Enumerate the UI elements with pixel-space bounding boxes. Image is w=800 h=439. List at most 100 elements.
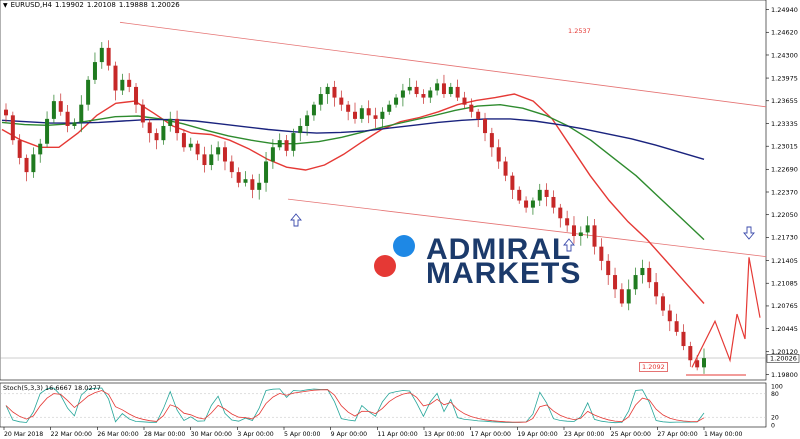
candle-body bbox=[58, 101, 63, 112]
price-tick-label: 1.20445 bbox=[771, 325, 798, 333]
candle-body bbox=[325, 86, 330, 95]
open-value: 1.19902 bbox=[54, 1, 84, 9]
candle-body bbox=[222, 147, 227, 162]
candle-body bbox=[688, 346, 693, 361]
price-tick-label: 1.23015 bbox=[771, 143, 798, 151]
trend-channel bbox=[119, 21, 767, 376]
candle-body bbox=[660, 296, 665, 311]
candle-body bbox=[544, 189, 549, 197]
candle-body bbox=[407, 86, 412, 91]
candle-body bbox=[469, 104, 474, 112]
candle-body bbox=[134, 86, 139, 105]
ma-fast-line bbox=[1, 93, 705, 304]
candle-body bbox=[373, 115, 378, 119]
logo-line2: MARKETS bbox=[426, 257, 582, 290]
candle-body bbox=[496, 147, 501, 162]
low-value: 1.19888 bbox=[118, 1, 148, 9]
current-price-label: 1.20026 bbox=[770, 355, 797, 363]
oscillator-level-label: 100 bbox=[771, 383, 783, 390]
close-value: 1.20026 bbox=[150, 1, 180, 9]
candle-body bbox=[462, 97, 467, 105]
candle-body bbox=[305, 115, 310, 126]
candle-body bbox=[181, 133, 186, 148]
candle-body bbox=[175, 118, 180, 134]
candle-body bbox=[86, 79, 91, 105]
oscillator-level-label: 20 bbox=[771, 415, 779, 422]
candle-body bbox=[92, 62, 97, 80]
candle-body bbox=[394, 97, 399, 105]
logo-line1: ADMIRAL bbox=[426, 233, 572, 266]
candle-body bbox=[654, 282, 659, 297]
header-triangle-icon: ▼ bbox=[3, 2, 8, 9]
candle-body bbox=[243, 179, 248, 183]
stoch-main-line bbox=[5, 387, 705, 424]
candle-body bbox=[236, 172, 241, 183]
candle-body bbox=[24, 157, 29, 173]
candle-body bbox=[571, 225, 576, 237]
price-tick-label: 1.22370 bbox=[771, 188, 798, 196]
low-price-label: 1.2092 bbox=[639, 362, 668, 372]
time-tick-label: 3 Apr 00:00 bbox=[237, 431, 273, 438]
candle-body bbox=[257, 182, 262, 190]
time-tick-label: 9 Apr 00:00 bbox=[331, 431, 367, 438]
candle-body bbox=[681, 331, 686, 347]
candle-body bbox=[140, 104, 145, 123]
candle-body bbox=[674, 321, 679, 332]
candle-body bbox=[346, 104, 351, 112]
candle-body bbox=[565, 218, 570, 226]
channel-lower-line bbox=[287, 198, 767, 258]
candle-body bbox=[154, 133, 159, 141]
price-tick-label: 1.23975 bbox=[771, 74, 798, 82]
candle-body bbox=[229, 161, 234, 173]
candle-body bbox=[120, 79, 125, 91]
current-price-box bbox=[766, 354, 800, 363]
candle-body bbox=[17, 140, 22, 158]
time-tick-label: 20 Mar 2018 bbox=[4, 431, 43, 438]
stoch-signal-line bbox=[5, 389, 705, 423]
candle-body bbox=[318, 94, 323, 105]
logo-blue-dot bbox=[393, 235, 415, 257]
time-tick-label: 25 Apr 00:00 bbox=[611, 431, 651, 438]
candle-body bbox=[421, 94, 426, 98]
candle-body bbox=[428, 90, 433, 98]
chart-header: ▼ EURUSD,H4 1.19902 1.20108 1.19888 1.20026 bbox=[3, 1, 183, 9]
down-arrow-icon bbox=[743, 226, 755, 240]
candle-body bbox=[72, 122, 77, 126]
candle-body bbox=[435, 83, 440, 91]
candle-body bbox=[613, 275, 618, 290]
oscillator-pane-frame bbox=[0, 382, 767, 428]
candle-body bbox=[551, 196, 556, 208]
candle-body bbox=[414, 86, 419, 95]
time-tick-label: 22 Mar 00:00 bbox=[51, 431, 92, 438]
candle-body bbox=[10, 115, 15, 141]
candle-body bbox=[558, 207, 563, 219]
time-tick-label: 11 Apr 00:00 bbox=[377, 431, 417, 438]
candle-body bbox=[359, 108, 364, 119]
time-tick-label: 26 Mar 00:00 bbox=[97, 431, 138, 438]
time-tick-label: 5 Apr 00:00 bbox=[284, 431, 320, 438]
up-arrow-icon bbox=[290, 213, 302, 227]
candle-body bbox=[633, 275, 638, 290]
candle-body bbox=[332, 86, 337, 98]
candle-body bbox=[270, 147, 275, 162]
time-tick-label: 19 Apr 00:00 bbox=[517, 431, 557, 438]
candle-body bbox=[695, 360, 700, 368]
price-axis: 1.24940 1.24620 1.24300 1.23975 1.23655 1.233… bbox=[766, 6, 800, 379]
candle-body bbox=[161, 125, 166, 141]
candle-body bbox=[483, 118, 488, 134]
candle-body bbox=[291, 133, 296, 151]
oscillator-label: Stoch(5,3,3) 16.6667 18.0277 bbox=[3, 384, 101, 392]
candle-body bbox=[113, 65, 118, 91]
candle-body bbox=[448, 86, 453, 95]
candle-body bbox=[311, 104, 316, 116]
channel-upper-line bbox=[119, 21, 767, 108]
time-tick-label: 17 Apr 00:00 bbox=[471, 431, 511, 438]
candle-body bbox=[339, 97, 344, 105]
candle-body bbox=[127, 79, 132, 87]
candle-body bbox=[640, 267, 645, 276]
candle-body bbox=[366, 108, 371, 116]
time-axis: 20 Mar 2018 22 Mar 00:00 26 Mar 00:00 28 Ma… bbox=[3, 427, 743, 438]
